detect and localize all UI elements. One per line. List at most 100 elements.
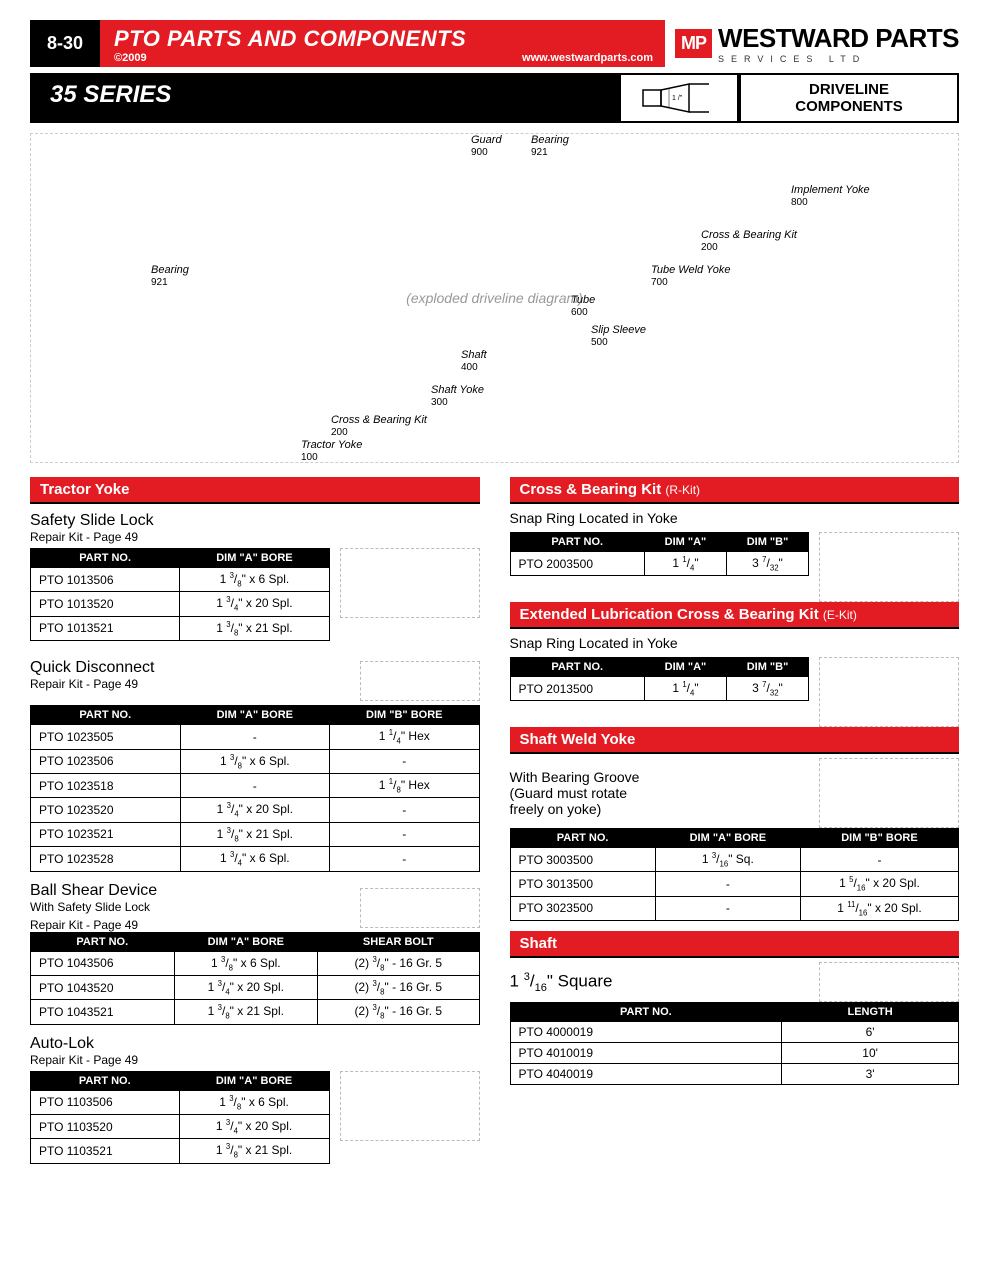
exploded-diagram: (exploded driveline diagram) Guard900Bea…: [30, 133, 959, 463]
table-cell: 1 3/8" x 21 Spl.: [180, 616, 329, 640]
table-row: PTO 3013500-1 5/16" x 20 Spl.: [510, 872, 959, 896]
brand-name: WESTWARD PARTS: [718, 23, 959, 54]
image-qd: [360, 661, 480, 701]
table-header: DIM "A" BORE: [174, 932, 317, 951]
table-cell: 1 3/4" x 20 Spl.: [179, 1115, 329, 1139]
diagram-label: Cross & Bearing Kit200: [331, 414, 427, 438]
diagram-label: Shaft Yoke300: [431, 384, 484, 408]
table-header: DIM "A": [644, 658, 726, 677]
note-shaft: 1 3/16" Square: [510, 971, 613, 994]
section-tractor-yoke: Tractor Yoke: [30, 477, 480, 504]
diagram-label: Tractor Yoke100: [301, 439, 362, 463]
table-header: PART NO.: [510, 829, 655, 848]
table-header: PART NO.: [510, 658, 644, 677]
table-header: DIM "B" BORE: [800, 829, 958, 848]
diagram-label: Guard900: [471, 134, 502, 158]
table-header: DIM "B": [726, 658, 808, 677]
table-shaft: PART NO.LENGTHPTO 40000196'PTO 401001910…: [510, 1002, 960, 1085]
table-cell: -: [330, 822, 479, 846]
table-header: PART NO.: [31, 1071, 180, 1090]
table-header: DIM "B" BORE: [330, 706, 479, 725]
table-row: PTO 10435201 3/4" x 20 Spl.(2) 3/8" - 16…: [31, 975, 480, 999]
table-cell: 1 3/8" x 6 Spl.: [179, 1090, 329, 1114]
table-bsd: PART NO.DIM "A" BORESHEAR BOLTPTO 104350…: [30, 932, 480, 1025]
diagram-label: Cross & Bearing Kit200: [701, 229, 797, 253]
table-row: PTO 20035001 1/4"3 7/32": [510, 552, 809, 576]
table-cell: 1 3/8" x 21 Spl.: [179, 1139, 329, 1163]
note-swy-1: With Bearing Groove: [510, 769, 640, 785]
table-cell: -: [655, 872, 800, 896]
image-elcbk: [819, 657, 959, 727]
table-cell: 1 3/4" x 20 Spl.: [180, 798, 329, 822]
table-header: DIM "A" BORE: [655, 829, 800, 848]
image-al: [340, 1071, 480, 1141]
page-header: 8-30 PTO PARTS AND COMPONENTS ©2009 www.…: [30, 20, 959, 67]
table-row: PTO 1023518-1 1/8" Hex: [31, 773, 480, 797]
table-cell: 3 7/32": [726, 552, 808, 576]
table-row: PTO 30035001 3/16" Sq.-: [510, 848, 959, 872]
table-al: PART NO.DIM "A" BOREPTO 11035061 3/8" x …: [30, 1071, 330, 1164]
table-ssl: PART NO.DIM "A" BOREPTO 10135061 3/8" x …: [30, 548, 330, 641]
series-right-box: DRIVELINE COMPONENTS: [739, 73, 959, 123]
series-right-2: COMPONENTS: [755, 98, 943, 115]
table-cell: PTO 1103520: [31, 1115, 180, 1139]
header-url: www.westwardparts.com: [522, 52, 653, 64]
table-row: PTO 10235201 3/4" x 20 Spl.-: [31, 798, 480, 822]
table-cell: 1 3/8" x 21 Spl.: [174, 1000, 317, 1024]
svg-text:1 1/4": 1 1/4": [672, 95, 683, 102]
right-column: Cross & Bearing Kit (R-Kit) Snap Ring Lo…: [510, 477, 960, 1174]
table-cell: PTO 1023518: [31, 773, 181, 797]
table-header: PART NO.: [31, 932, 175, 951]
table-header: PART NO.: [31, 549, 180, 568]
table-cell: 1 3/16" Sq.: [655, 848, 800, 872]
image-swy: [819, 758, 959, 828]
table-cell: -: [800, 848, 958, 872]
table-cell: PTO 1043506: [31, 951, 175, 975]
series-yoke-icon: 1 1/4": [619, 73, 739, 123]
section-swy: Shaft Weld Yoke: [510, 727, 960, 754]
table-row: PTO 10235211 3/8" x 21 Spl.-: [31, 822, 480, 846]
table-cell: 6': [782, 1022, 959, 1043]
table-cell: -: [330, 749, 479, 773]
table-cell: PTO 1103506: [31, 1090, 180, 1114]
table-cell: PTO 3013500: [510, 872, 655, 896]
table-row: PTO 10135211 3/8" x 21 Spl.: [31, 616, 330, 640]
diagram-label: Shaft400: [461, 349, 487, 373]
table-cell: 1 1/8" Hex: [330, 773, 479, 797]
table-cell: PTO 1043520: [31, 975, 175, 999]
table-cell: 1 1/4": [644, 552, 726, 576]
table-cell: PTO 1023528: [31, 847, 181, 871]
table-header: LENGTH: [782, 1003, 959, 1022]
diagram-label: Bearing921: [531, 134, 569, 158]
table-header: PART NO.: [510, 1003, 782, 1022]
table-cell: PTO 1013521: [31, 616, 180, 640]
table-cell: -: [330, 847, 479, 871]
table-row: PTO 1023505-1 1/4" Hex: [31, 725, 480, 749]
table-row: PTO 20135001 1/4"3 7/32": [510, 677, 809, 701]
table-cell: 10': [782, 1043, 959, 1064]
table-cell: 1 3/8" x 6 Spl.: [174, 951, 317, 975]
table-cell: PTO 1043521: [31, 1000, 175, 1024]
table-cell: -: [330, 798, 479, 822]
diagram-label: Implement Yoke800: [791, 184, 870, 208]
section-shaft: Shaft: [510, 931, 960, 958]
table-cell: 1 3/8" x 6 Spl.: [180, 568, 329, 592]
table-cell: PTO 1023506: [31, 749, 181, 773]
table-cell: (2) 3/8" - 16 Gr. 5: [318, 951, 479, 975]
brand-logo: MP: [675, 29, 712, 58]
table-row: PTO 40400193': [510, 1064, 959, 1085]
note-elcbk: Snap Ring Located in Yoke: [510, 635, 960, 651]
table-swy: PART NO.DIM "A" BOREDIM "B" BOREPTO 3003…: [510, 828, 960, 921]
table-row: PTO 10135201 3/4" x 20 Spl.: [31, 592, 330, 616]
diagram-label: Tube600: [571, 294, 595, 318]
left-column: Tractor Yoke Safety Slide Lock Repair Ki…: [30, 477, 480, 1174]
brand-block: MP WESTWARD PARTS SERVICES LTD: [665, 20, 959, 67]
table-cell: (2) 3/8" - 16 Gr. 5: [318, 1000, 479, 1024]
page-number: 8-30: [30, 20, 100, 67]
note-swy-3: freely on yoke): [510, 801, 640, 817]
table-cell: 3 7/32": [726, 677, 808, 701]
subhead-al: Auto-Lok: [30, 1035, 480, 1053]
diagram-label: Bearing921: [151, 264, 189, 288]
section-elcbk: Extended Lubrication Cross & Bearing Kit…: [510, 602, 960, 629]
table-cell: PTO 1023521: [31, 822, 181, 846]
